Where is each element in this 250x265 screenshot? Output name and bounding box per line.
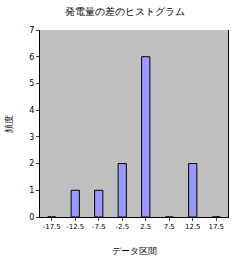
svg-text:0: 0	[29, 213, 34, 222]
svg-text:-17.5: -17.5	[43, 223, 61, 231]
svg-text:2: 2	[29, 159, 34, 168]
svg-text:12.5: 12.5	[185, 223, 201, 231]
svg-text:1: 1	[29, 186, 34, 195]
svg-text:データ区間: データ区間	[112, 246, 157, 256]
svg-text:6: 6	[29, 53, 34, 62]
svg-text:発電量の差のヒストグラム: 発電量の差のヒストグラム	[65, 6, 185, 17]
svg-text:-12.5: -12.5	[66, 223, 84, 231]
svg-text:-2.5: -2.5	[115, 223, 129, 231]
svg-text:3: 3	[29, 133, 34, 142]
svg-text:5: 5	[29, 79, 34, 88]
svg-text:2.5: 2.5	[140, 223, 151, 231]
svg-text:頻度: 頻度	[4, 115, 14, 133]
svg-text:7: 7	[29, 26, 34, 35]
svg-text:17.5: 17.5	[208, 223, 224, 231]
svg-text:-7.5: -7.5	[92, 223, 106, 231]
svg-text:4: 4	[29, 106, 34, 115]
svg-text:7.5: 7.5	[164, 223, 175, 231]
